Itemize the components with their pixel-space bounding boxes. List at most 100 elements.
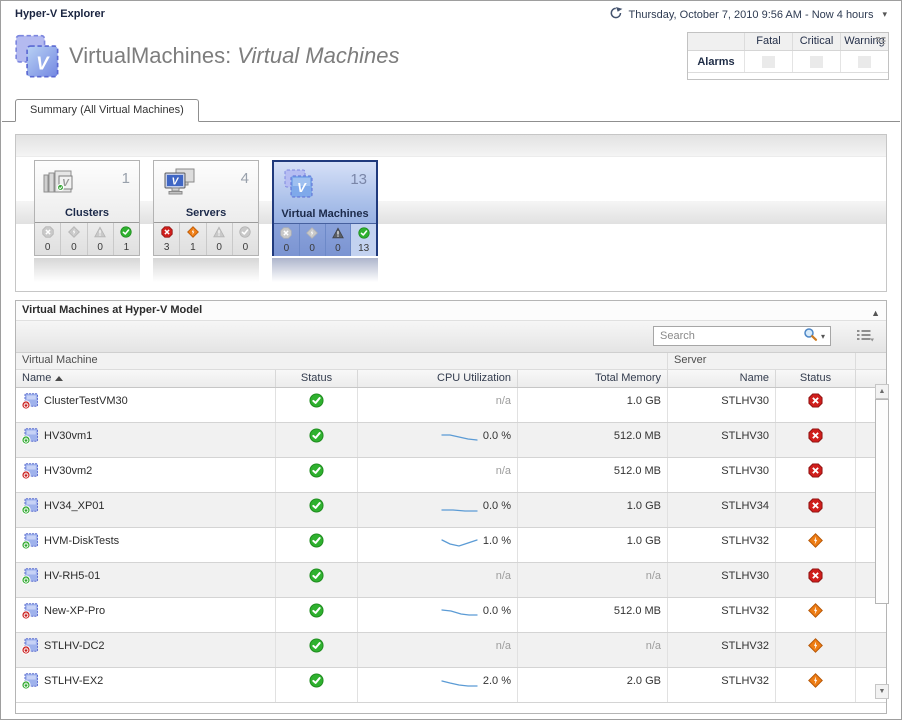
alarms-options-icon[interactable]	[876, 36, 886, 48]
status-count: 0	[283, 243, 290, 254]
server-name-cell: STLHV32	[668, 668, 776, 702]
status-fatal-icon	[808, 568, 823, 586]
col-header-server-name[interactable]: Name	[668, 370, 776, 387]
vm-icon-power-on	[21, 533, 39, 553]
status-normal-icon	[309, 533, 324, 551]
server-name: STLHV30	[721, 395, 769, 407]
status-count: 0	[71, 242, 77, 253]
time-range-icon	[609, 7, 623, 22]
app-title: Hyper-V Explorer	[15, 8, 105, 20]
cpu-utilization-cell: 1.0 %	[358, 528, 518, 562]
server-status-cell	[776, 388, 856, 422]
collapse-panel-icon[interactable]: ▲	[871, 308, 880, 318]
vm-icon-power-on	[21, 568, 39, 588]
search-input[interactable]	[654, 328, 803, 344]
col-header-name[interactable]: Name	[16, 370, 276, 387]
tile-status-warning[interactable]: 0	[86, 223, 113, 255]
tile-clusters[interactable]: V 1 Clusters 0 0 0 1	[34, 160, 140, 256]
vm-status-cell	[276, 528, 358, 562]
vm-name-cell: HV30vm1	[16, 423, 276, 457]
table-row[interactable]: HV30vm1 0.0 % 512.0 MB STLHV30	[16, 423, 886, 458]
alarms-critical-cell[interactable]	[792, 51, 840, 72]
tile-servers[interactable]: V 4 Servers 3 1 0 0	[153, 160, 259, 256]
alarms-corner-cell	[688, 33, 744, 50]
chevron-down-icon: ▾	[882, 9, 887, 19]
col-header-total-memory[interactable]: Total Memory	[518, 370, 668, 387]
tile-status-normal[interactable]: 13	[350, 224, 376, 256]
tile-status-critical[interactable]: 0	[298, 224, 325, 256]
total-memory-value: 512.0 MB	[613, 605, 661, 617]
total-memory-cell: n/a	[518, 633, 668, 667]
vm-icon-power-on	[21, 498, 39, 518]
col-header-cpu-utilization[interactable]: CPU Utilization	[358, 370, 518, 387]
col-header-server-status[interactable]: Status	[776, 370, 856, 387]
tile-status-critical[interactable]: 0	[60, 223, 86, 255]
total-memory-value: n/a	[645, 570, 661, 582]
tile-status-warning[interactable]: 0	[205, 223, 232, 255]
tile-label: Clusters	[64, 207, 110, 219]
vm-icon-power-off	[21, 463, 39, 483]
vm-name: HVM-DiskTests	[44, 535, 120, 547]
scrollbar-thumb[interactable]	[875, 399, 889, 604]
scroll-up-button[interactable]: ▲	[875, 384, 889, 399]
clusters-icon: V	[43, 168, 81, 202]
warning-status-icon	[213, 226, 226, 241]
scroll-down-button[interactable]: ▼	[875, 684, 889, 699]
vm-status-cell	[276, 493, 358, 527]
table-row[interactable]: ClusterTestVM30 n/a 1.0 GB STLHV30	[16, 388, 886, 423]
table-row[interactable]: HV30vm2 n/a 512.0 MB STLHV30	[16, 458, 886, 493]
alarms-warning-cell[interactable]	[840, 51, 888, 72]
table-menu-icon[interactable]	[857, 329, 874, 345]
tile-status-normal[interactable]: 0	[231, 223, 258, 255]
server-name: STLHV30	[721, 430, 769, 442]
total-memory-cell: 512.0 MB	[518, 598, 668, 632]
status-fatal-icon	[808, 428, 823, 446]
vm-name-cell: STLHV-EX2	[16, 668, 276, 702]
alarms-fatal-cell[interactable]	[744, 51, 792, 72]
alarms-summary-table: Fatal Critical Warning Alarms	[687, 32, 889, 80]
table-row[interactable]: New-XP-Pro 0.0 % 512.0 MB STLHV32	[16, 598, 886, 633]
tile-status-fatal[interactable]: 0	[274, 224, 299, 256]
tile-reflection	[153, 258, 259, 282]
server-name-cell: STLHV32	[668, 528, 776, 562]
tile-status-fatal[interactable]: 3	[154, 223, 179, 255]
alarm-value-placeholder	[762, 55, 775, 68]
table-row[interactable]: STLHV-EX2 2.0 % 2.0 GB STLHV32	[16, 668, 886, 703]
total-memory-value: 512.0 MB	[613, 430, 661, 442]
server-name-cell: STLHV32	[668, 633, 776, 667]
tile-count: 1	[121, 170, 130, 187]
tile-virtual-machines[interactable]: V 13 Virtual Machines 0 0 0 13	[272, 160, 378, 256]
table-row[interactable]: STLHV-DC2 n/a n/a STLHV32	[16, 633, 886, 668]
panel-title: Virtual Machines at Hyper-V Model	[22, 304, 203, 316]
svg-text:V: V	[172, 177, 180, 188]
col-header-status[interactable]: Status	[276, 370, 358, 387]
servers-icon: V	[162, 168, 198, 202]
server-status-cell	[776, 633, 856, 667]
table-toolbar: ▾	[16, 321, 886, 353]
tab-summary-all-virtual-machines[interactable]: Summary (All Virtual Machines)	[15, 99, 199, 122]
warning-status-icon	[94, 226, 107, 241]
server-name: STLHV32	[721, 535, 769, 547]
tile-status-warning[interactable]: 0	[324, 224, 351, 256]
vm-status-cell	[276, 458, 358, 492]
tile-status-fatal[interactable]: 0	[35, 223, 60, 255]
tile-status-normal[interactable]: 1	[112, 223, 139, 255]
search-options-chevron-icon[interactable]: ▾	[820, 331, 825, 341]
status-critical-icon	[808, 533, 823, 551]
cpu-sparkline	[441, 536, 479, 552]
search-icon[interactable]	[803, 327, 818, 345]
total-memory-value: 1.0 GB	[626, 500, 661, 512]
time-range-selector[interactable]: Thursday, October 7, 2010 9:56 AM - Now …	[609, 7, 887, 22]
cpu-utilization-cell: 0.0 %	[358, 493, 518, 527]
table-row[interactable]: HVM-DiskTests 1.0 % 1.0 GB STLHV32	[16, 528, 886, 563]
table-row[interactable]: HV34_XP01 0.0 % 1.0 GB STLHV34	[16, 493, 886, 528]
server-name-cell: STLHV30	[668, 388, 776, 422]
vm-name-cell: HV30vm2	[16, 458, 276, 492]
status-fatal-icon	[808, 463, 823, 481]
tile-status-critical[interactable]: 1	[179, 223, 205, 255]
virtual-machines-logo-icon: V	[14, 34, 62, 83]
alarms-col-warning: Warning	[840, 33, 888, 50]
vertical-scrollbar: ▲ ▼	[875, 384, 889, 699]
table-row[interactable]: HV-RH5-01 n/a n/a STLHV30	[16, 563, 886, 598]
status-normal-icon	[309, 638, 324, 656]
